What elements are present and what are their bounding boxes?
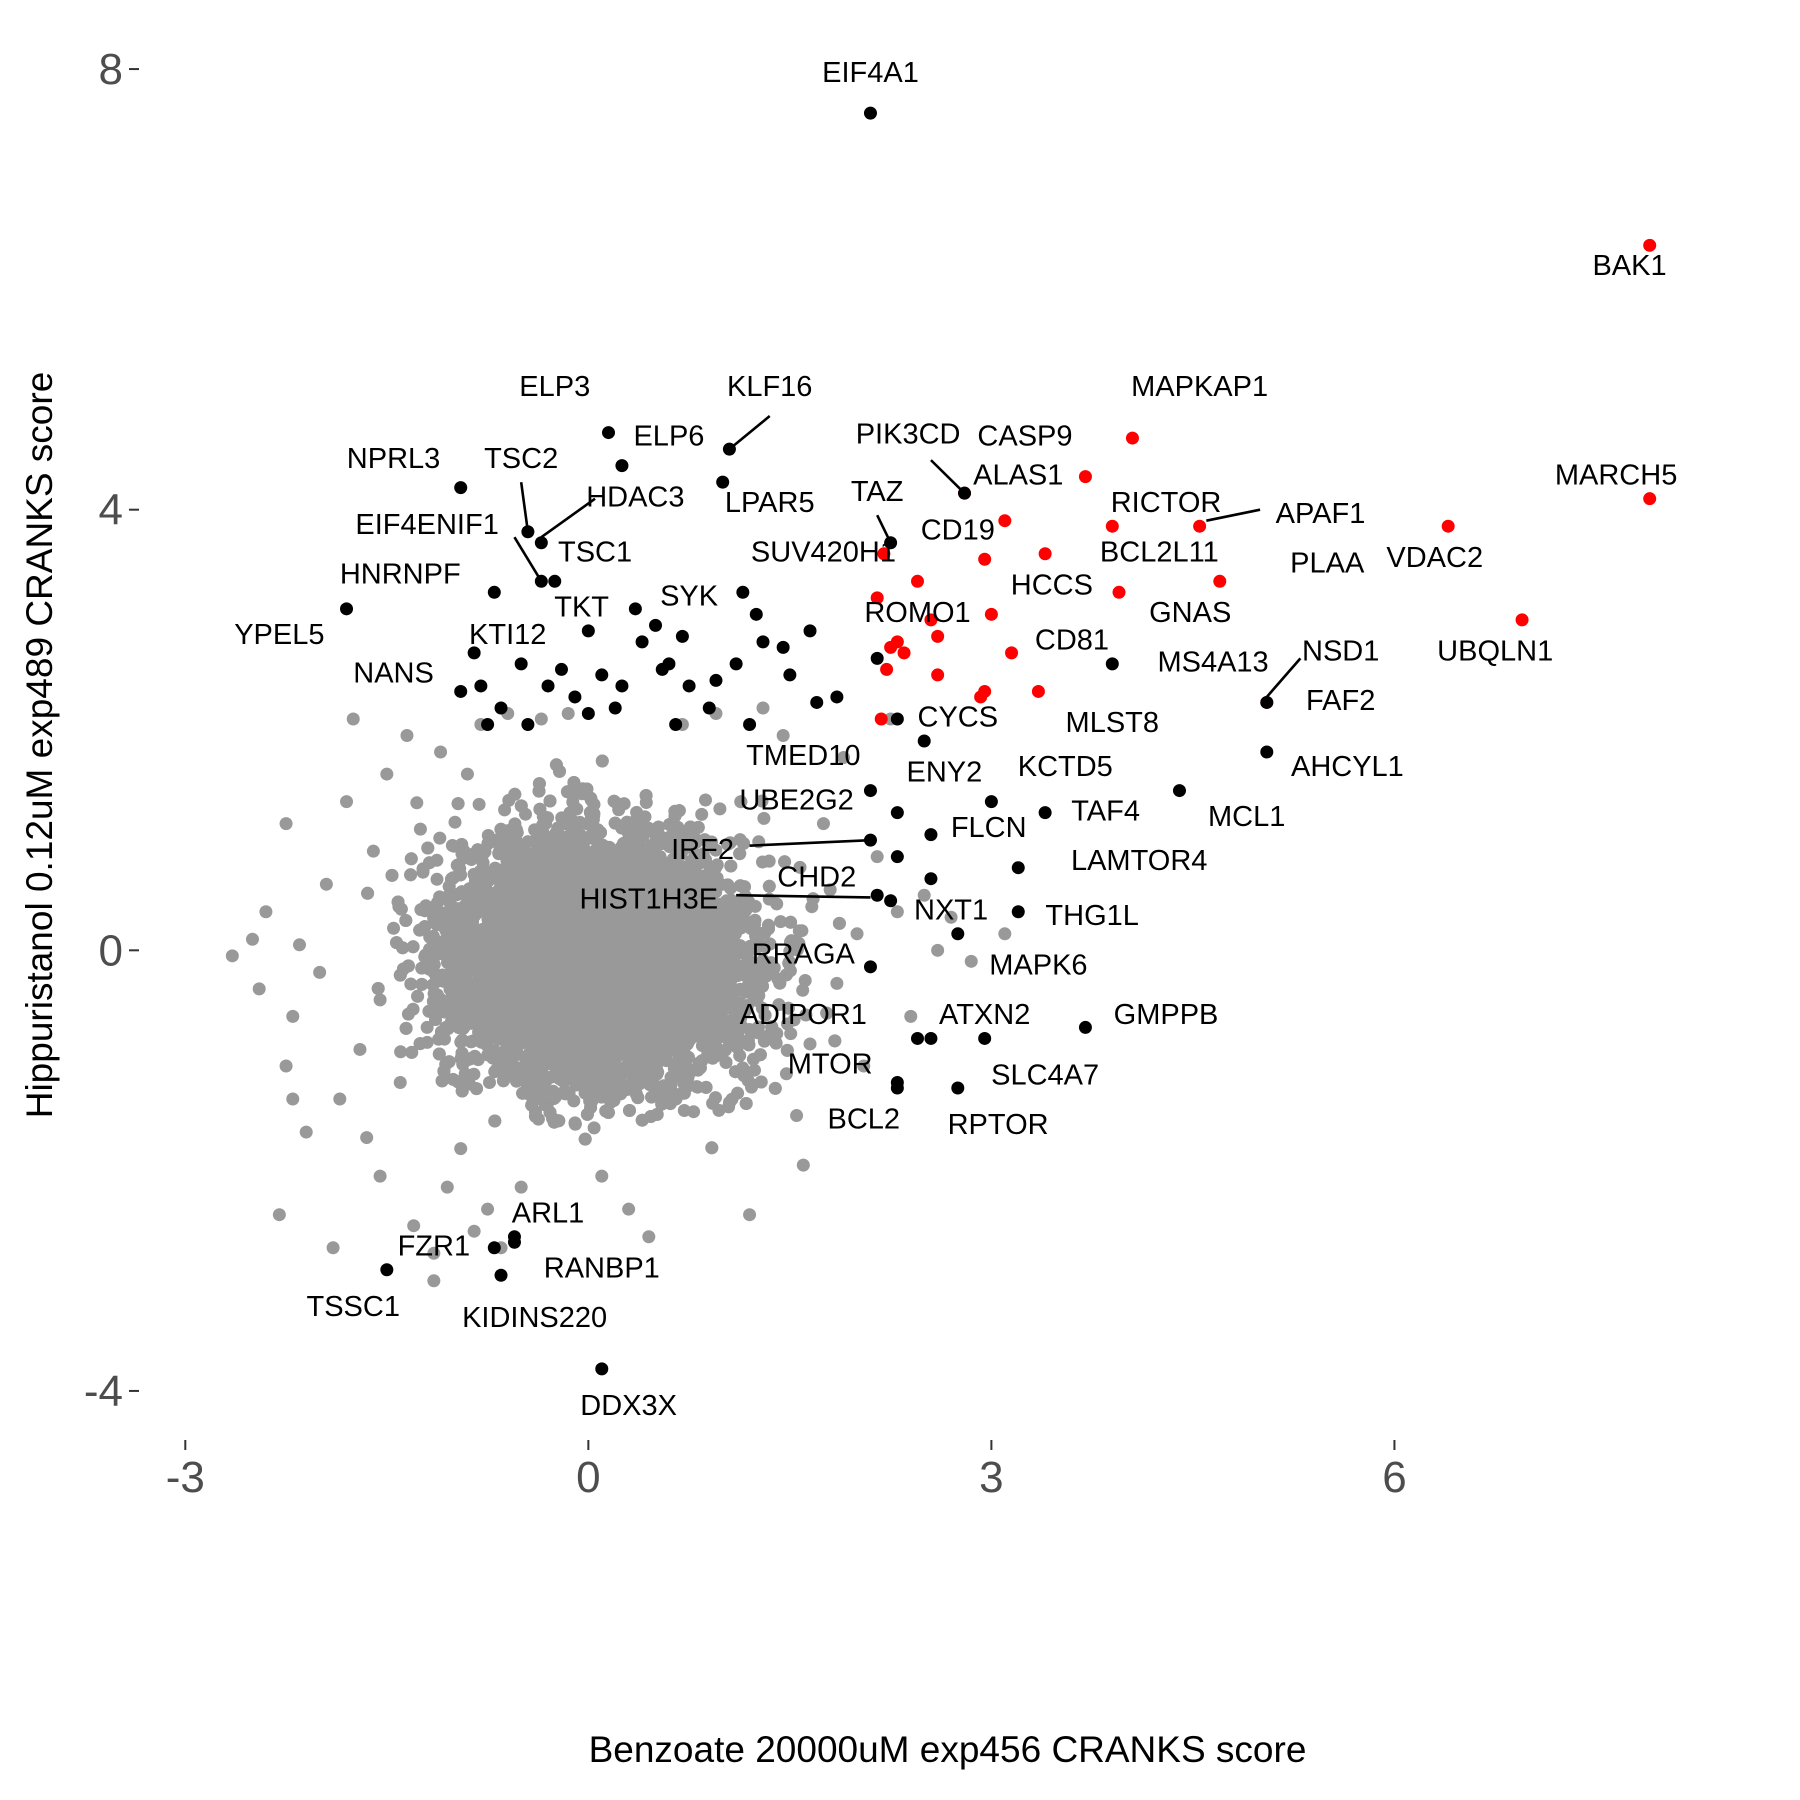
non-significant-points bbox=[225, 701, 1012, 1288]
background-point bbox=[433, 831, 447, 845]
background-point bbox=[394, 1045, 408, 1059]
background-point bbox=[472, 797, 486, 811]
background-point bbox=[699, 793, 712, 807]
background-point bbox=[713, 802, 727, 816]
background-point bbox=[587, 1121, 601, 1135]
background-point bbox=[799, 1008, 813, 1022]
background-point bbox=[731, 1086, 745, 1100]
background-point bbox=[483, 1076, 496, 1089]
background-point bbox=[432, 1032, 446, 1046]
background-point bbox=[406, 1002, 420, 1016]
